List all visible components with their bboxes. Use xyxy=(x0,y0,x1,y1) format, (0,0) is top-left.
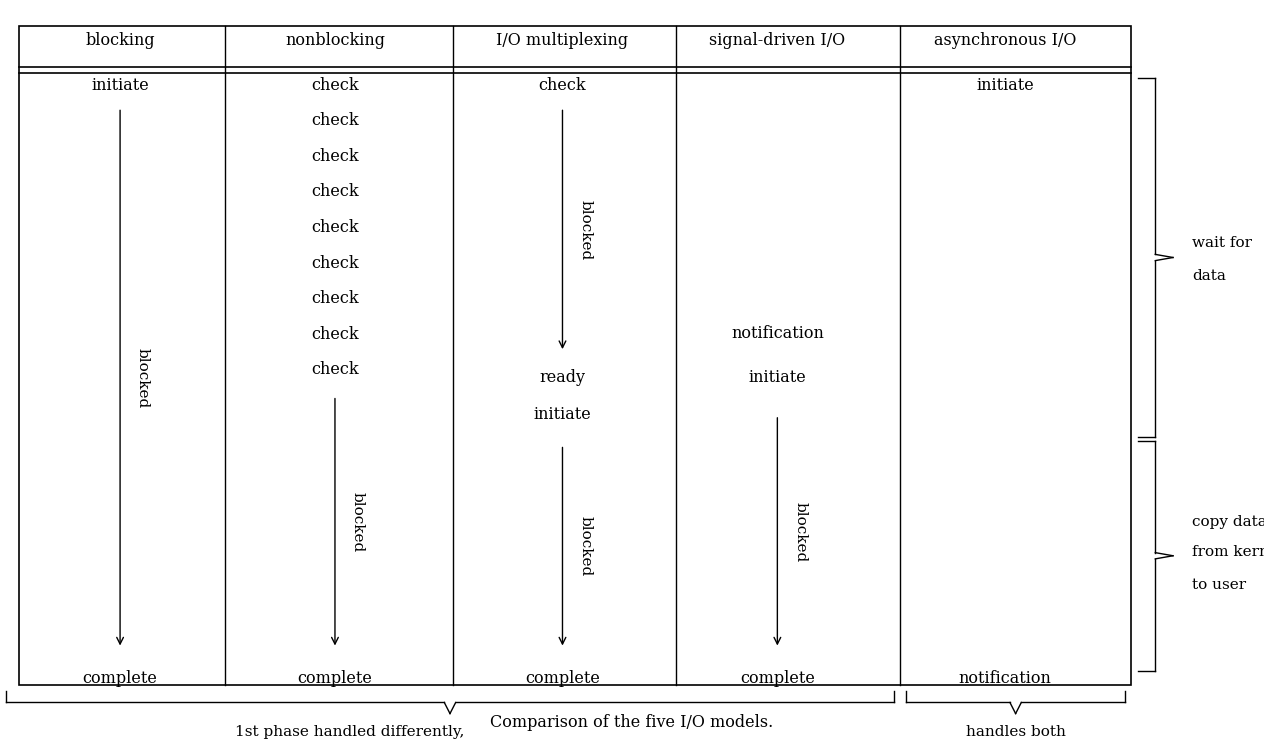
Text: data: data xyxy=(1192,269,1226,283)
Text: blocked: blocked xyxy=(578,516,593,576)
Text: check: check xyxy=(311,362,359,378)
Text: notification: notification xyxy=(731,325,824,342)
Text: initiate: initiate xyxy=(748,370,806,386)
Text: check: check xyxy=(311,255,359,271)
Text: from kernel: from kernel xyxy=(1192,545,1264,559)
Text: asynchronous I/O: asynchronous I/O xyxy=(934,33,1076,49)
Text: check: check xyxy=(311,219,359,236)
Text: check: check xyxy=(538,77,586,93)
Text: ready: ready xyxy=(540,370,585,386)
Text: check: check xyxy=(311,184,359,200)
Text: complete: complete xyxy=(739,670,815,686)
Text: signal-driven I/O: signal-driven I/O xyxy=(709,33,846,49)
Text: notification: notification xyxy=(958,670,1052,686)
Text: to user: to user xyxy=(1192,579,1246,592)
Text: nonblocking: nonblocking xyxy=(284,33,386,49)
Text: complete: complete xyxy=(525,670,600,686)
Text: check: check xyxy=(311,113,359,129)
Text: blocking: blocking xyxy=(85,33,155,49)
Text: Comparison of the five I/O models.: Comparison of the five I/O models. xyxy=(490,714,774,731)
Text: blocked: blocked xyxy=(793,502,808,562)
Text: check: check xyxy=(311,326,359,342)
Text: handles both: handles both xyxy=(966,725,1066,739)
Text: initiate: initiate xyxy=(91,77,149,93)
Text: I/O multiplexing: I/O multiplexing xyxy=(497,33,628,49)
Text: check: check xyxy=(311,77,359,93)
Text: 1st phase handled differently,: 1st phase handled differently, xyxy=(235,725,464,739)
Text: complete: complete xyxy=(297,670,373,686)
Text: initiate: initiate xyxy=(976,77,1034,93)
Text: blocked: blocked xyxy=(578,199,593,260)
Text: copy data: copy data xyxy=(1192,516,1264,529)
Text: blocked: blocked xyxy=(135,348,150,408)
Text: blocked: blocked xyxy=(350,492,365,552)
Text: initiate: initiate xyxy=(533,407,592,423)
Text: check: check xyxy=(311,290,359,307)
Text: complete: complete xyxy=(82,670,158,686)
Text: wait for: wait for xyxy=(1192,236,1251,250)
Text: check: check xyxy=(311,148,359,165)
Bar xyxy=(19,26,1131,685)
